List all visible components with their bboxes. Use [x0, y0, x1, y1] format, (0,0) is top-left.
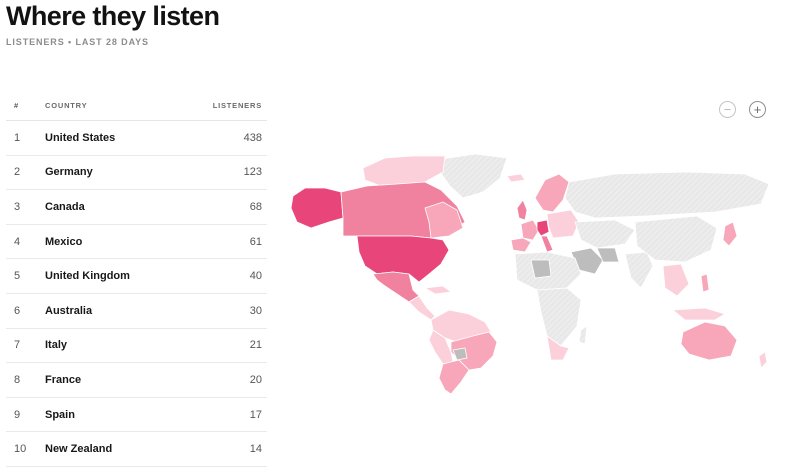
region-southeast-asia[interactable]: [662, 263, 690, 297]
table-row[interactable]: 7 Italy 21: [6, 329, 267, 364]
row-rank: 8: [14, 373, 21, 386]
country-column-header: COUNTRY: [45, 101, 88, 110]
row-listeners: 30: [249, 304, 262, 317]
region-philippines[interactable]: [700, 273, 710, 293]
region-indonesia[interactable]: [671, 307, 726, 321]
row-listeners: 17: [249, 408, 262, 421]
table-row[interactable]: 1 United States 438: [6, 121, 267, 156]
region-canada-arctic[interactable]: [362, 155, 446, 187]
row-rank: 4: [14, 235, 21, 248]
region-india[interactable]: [624, 251, 654, 289]
row-listeners: 68: [249, 200, 262, 213]
row-listeners: 40: [249, 270, 262, 283]
row-country: United Kingdom: [45, 270, 130, 283]
row-country: Spain: [45, 408, 75, 421]
row-country: France: [45, 373, 82, 386]
page-title: Where they listen: [6, 1, 220, 31]
table-row[interactable]: 8 France 20: [6, 363, 267, 398]
region-canada-east[interactable]: [424, 201, 464, 239]
row-rank: 10: [14, 443, 27, 456]
region-china[interactable]: [634, 215, 718, 263]
region-madagascar[interactable]: [578, 325, 588, 345]
row-rank: 3: [14, 200, 21, 213]
row-rank: 2: [14, 166, 21, 179]
row-country: Mexico: [45, 235, 83, 248]
row-listeners: 20: [249, 373, 262, 386]
row-country: Germany: [45, 166, 93, 179]
rank-column-header: #: [14, 101, 19, 110]
region-france[interactable]: [520, 219, 540, 241]
listeners-table: # COUNTRY LISTENERS 1 United States 438 2 Ge…: [6, 91, 267, 467]
row-country: Australia: [45, 304, 93, 317]
row-country: New Zealand: [45, 443, 113, 456]
row-rank: 6: [14, 304, 21, 317]
region-central-america[interactable]: [408, 295, 436, 321]
region-caribbean[interactable]: [423, 285, 453, 295]
table-row[interactable]: 2 Germany 123: [6, 156, 267, 191]
row-rank: 7: [14, 339, 21, 352]
region-germany[interactable]: [536, 219, 550, 237]
zoom-out-button[interactable]: −: [719, 101, 736, 118]
row-listeners: 61: [249, 235, 262, 248]
region-russia[interactable]: [564, 171, 770, 219]
row-listeners: 21: [249, 339, 262, 352]
row-listeners: 123: [243, 166, 262, 179]
listeners-column-header: LISTENERS: [212, 101, 262, 110]
table-row[interactable]: 9 Spain 17: [6, 398, 267, 433]
region-central-africa[interactable]: [536, 287, 582, 347]
page-subtitle: LISTENERS • LAST 28 DAYS: [6, 37, 149, 47]
region-spain[interactable]: [510, 237, 532, 253]
zoom-in-button[interactable]: +: [749, 101, 766, 118]
region-japan[interactable]: [722, 221, 738, 247]
table-row[interactable]: 6 Australia 30: [6, 294, 267, 329]
region-italy[interactable]: [540, 235, 554, 253]
region-greenland[interactable]: [434, 153, 508, 199]
table-row[interactable]: 10 New Zealand 14: [6, 432, 267, 467]
row-listeners: 438: [243, 131, 262, 144]
region-iceland[interactable]: [506, 173, 526, 183]
row-rank: 1: [14, 131, 21, 144]
region-south-africa[interactable]: [546, 335, 570, 361]
region-new-zealand[interactable]: [758, 351, 768, 369]
region-united-states[interactable]: [356, 235, 450, 283]
region-eastern-europe[interactable]: [546, 209, 580, 239]
row-country: Canada: [45, 200, 85, 213]
table-row[interactable]: 4 Mexico 61: [6, 225, 267, 260]
region-united-kingdom[interactable]: [516, 199, 528, 221]
region-paraguay[interactable]: [452, 347, 468, 361]
table-header: # COUNTRY LISTENERS: [6, 91, 267, 121]
table-row[interactable]: 5 United Kingdom 40: [6, 259, 267, 294]
row-country: United States: [45, 131, 116, 144]
region-australia[interactable]: [680, 321, 738, 361]
region-iran[interactable]: [596, 247, 620, 263]
region-alaska[interactable]: [290, 187, 344, 229]
row-listeners: 14: [249, 443, 262, 456]
row-rank: 9: [14, 408, 21, 421]
region-scandinavia[interactable]: [534, 173, 570, 213]
row-rank: 5: [14, 270, 21, 283]
row-country: Italy: [45, 339, 68, 352]
table-row[interactable]: 3 Canada 68: [6, 190, 267, 225]
region-sahara-grey[interactable]: [530, 259, 552, 279]
region-central-asia[interactable]: [574, 219, 636, 249]
region-argentina-chile[interactable]: [438, 359, 470, 395]
world-map: [290, 153, 770, 395]
